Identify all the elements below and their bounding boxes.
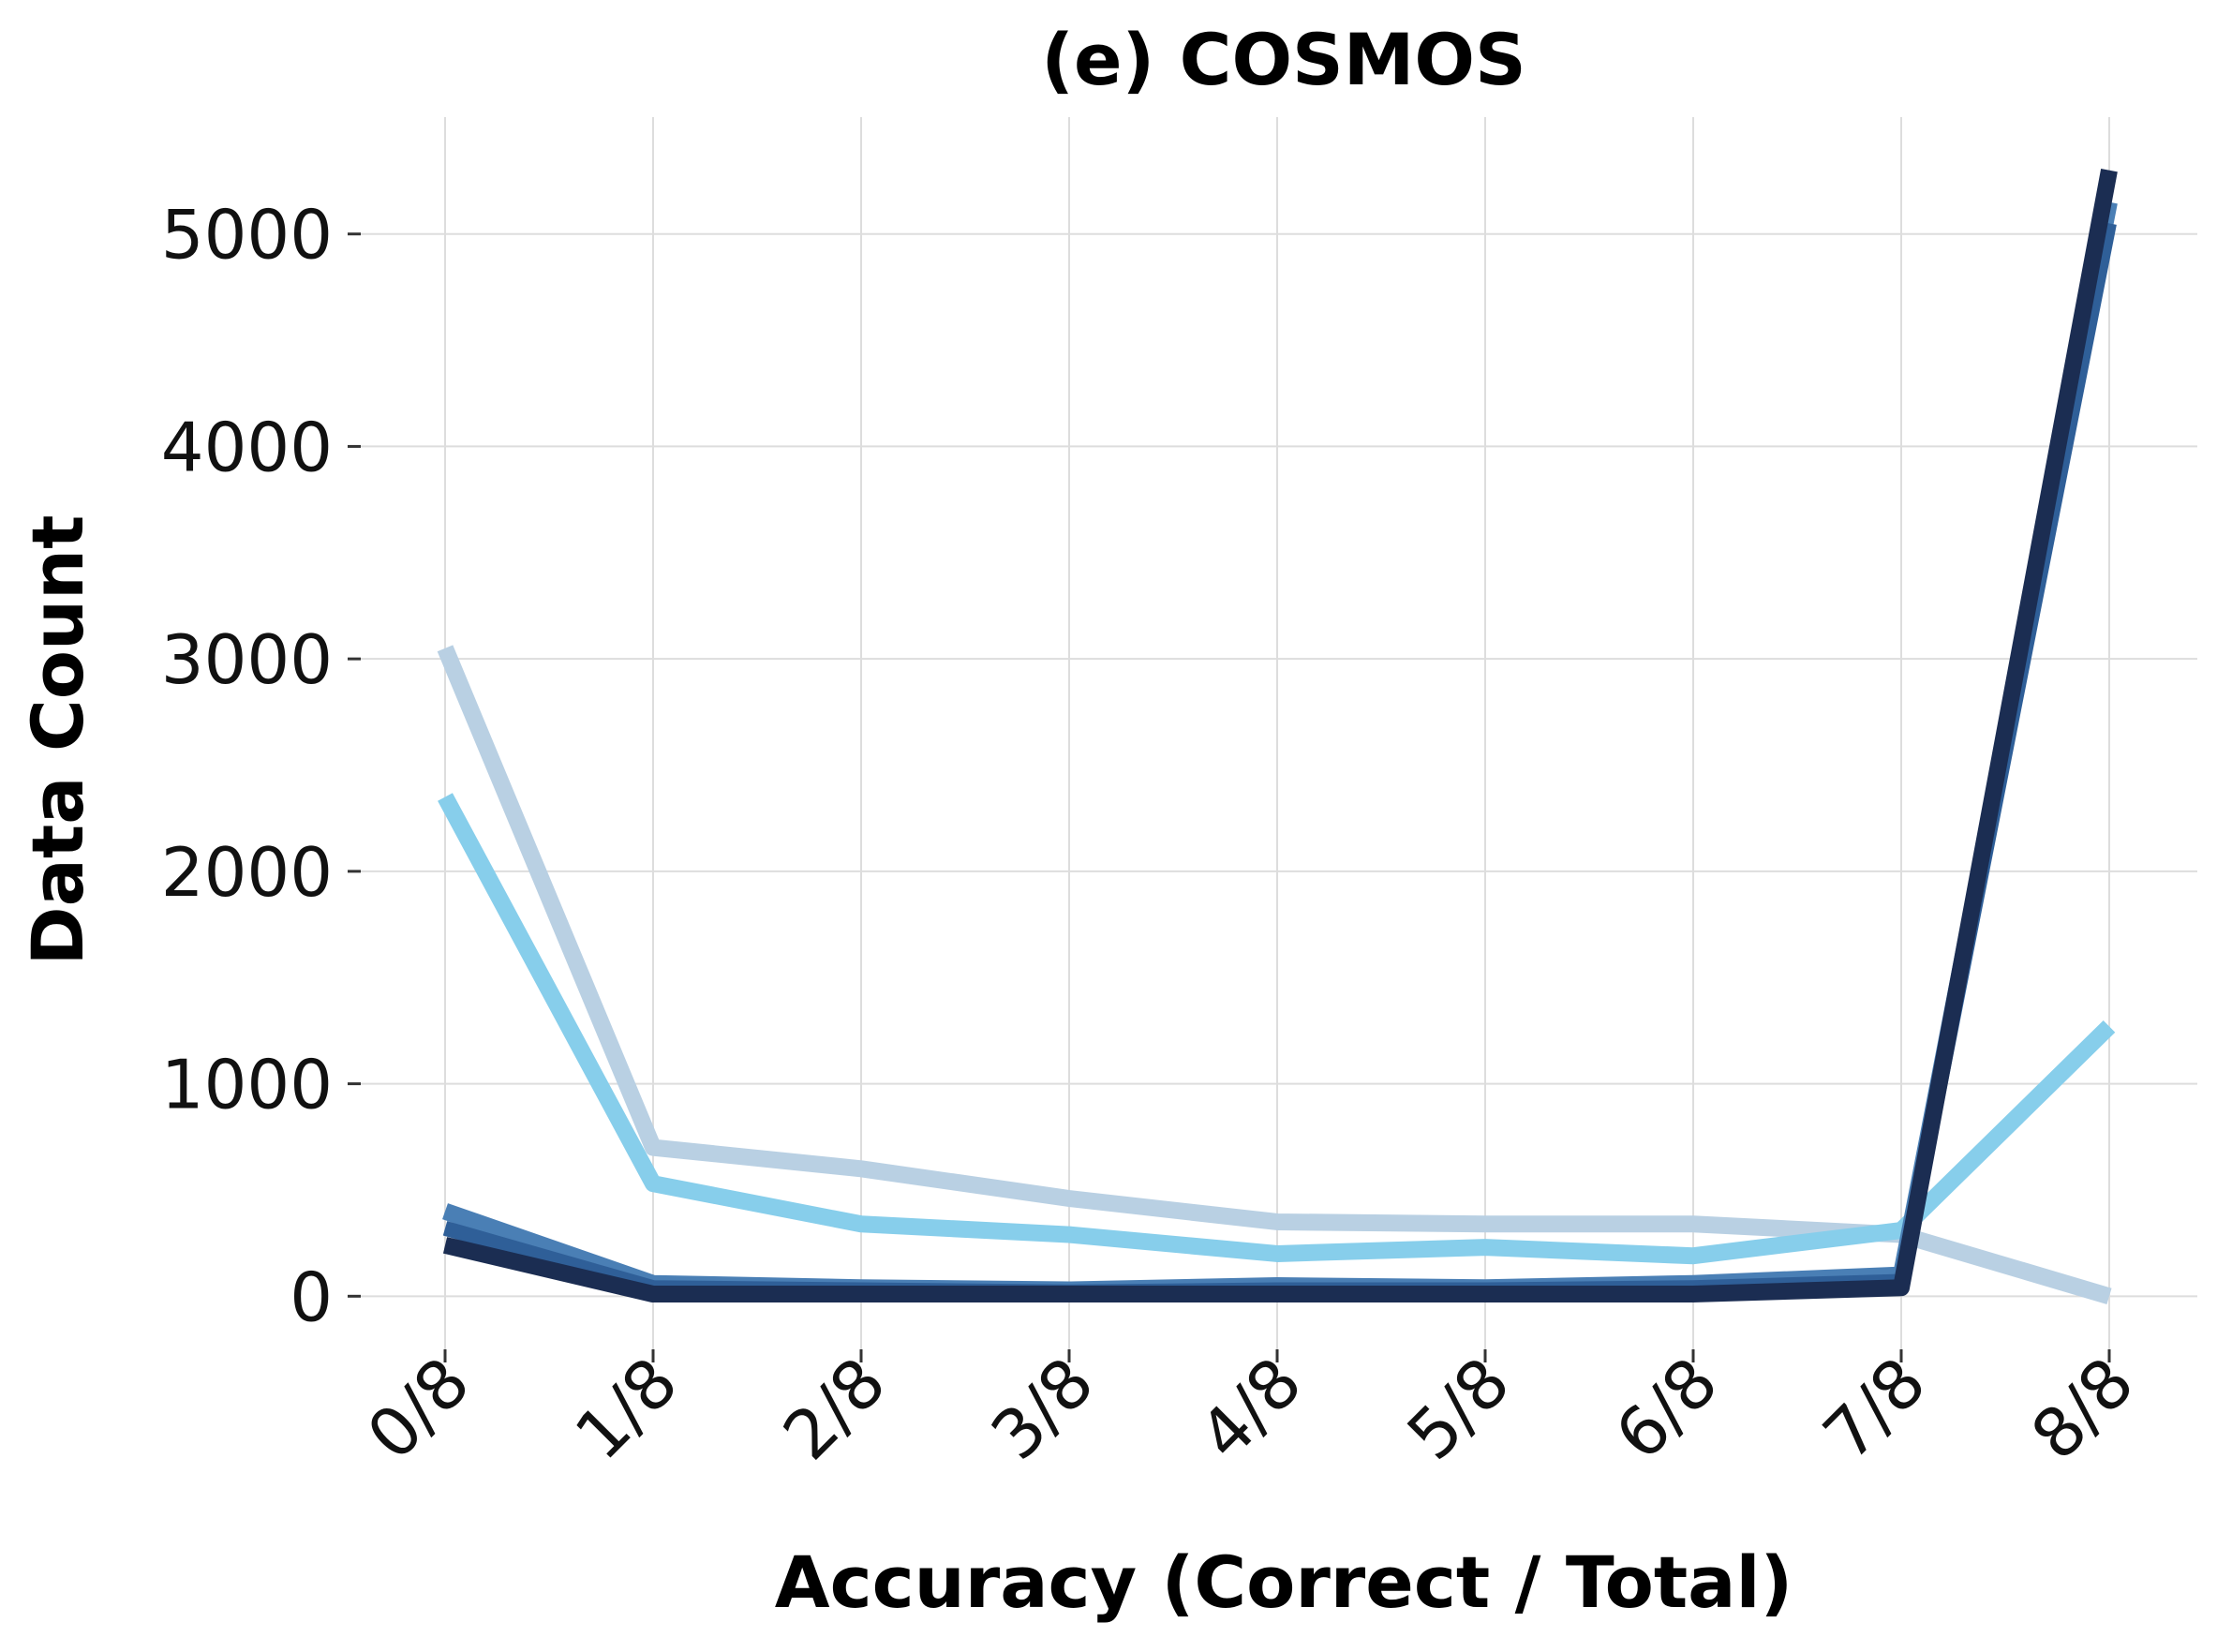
y-tick-label: 5000: [161, 196, 333, 275]
x-tick-label: 1/8: [560, 1343, 692, 1475]
series-line-5: [442, 169, 2118, 1303]
series-line-2: [438, 793, 2116, 1265]
x-tick-label: 7/8: [1808, 1343, 1941, 1475]
x-tick-label: 8/8: [2016, 1343, 2149, 1475]
y-tick-label: 3000: [161, 620, 333, 699]
y-tick-label: 2000: [161, 833, 333, 912]
y-tick-label: 1000: [161, 1046, 333, 1124]
y-tick-label: 4000: [161, 408, 333, 486]
chart-title: (e) COSMOS: [1041, 18, 1526, 101]
grid: [361, 117, 2197, 1349]
x-tick-label: 3/8: [976, 1343, 1108, 1475]
x-tick-label: 6/8: [1600, 1343, 1733, 1475]
x-tick-label: 4/8: [1184, 1343, 1317, 1475]
series-lines: [437, 169, 2118, 1304]
x-axis-label: Accuracy (Correct / Total): [775, 1540, 1793, 1624]
x-tick-label: 5/8: [1392, 1343, 1525, 1475]
y-tick-label: 0: [290, 1258, 333, 1336]
x-tick-label: 0/8: [352, 1343, 484, 1475]
x-tick-label: 2/8: [768, 1343, 900, 1475]
y-axis-label: Data Count: [16, 515, 99, 966]
axis-ticks: [348, 232, 2111, 1362]
